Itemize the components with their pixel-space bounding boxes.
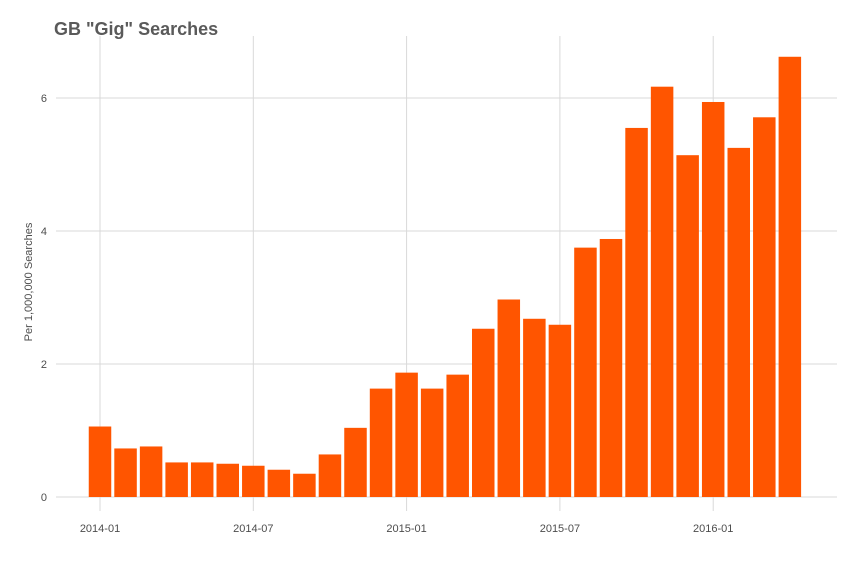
bar-2015-10: [625, 127, 648, 498]
bar-2014-01: [88, 426, 112, 497]
bar-2014-10: [318, 454, 342, 497]
bar-2015-06: [523, 318, 546, 497]
bar-2015-04: [472, 328, 495, 497]
bar-2015-07: [548, 324, 572, 497]
bar-2014-09: [293, 473, 316, 497]
bar-2015-01: [395, 372, 418, 497]
bar-2015-11: [650, 86, 674, 497]
bar-2014-07: [242, 465, 265, 497]
bar-2014-11: [344, 427, 367, 497]
bar-2015-02: [420, 388, 444, 497]
bar-2014-02: [114, 448, 137, 497]
x-tick-label: 2016-01: [693, 523, 733, 535]
bar-2016-03: [753, 117, 776, 497]
bar-2014-12: [369, 388, 393, 497]
bar-2014-06: [216, 463, 239, 497]
y-axis-label: Per 1,000,000 Searches: [23, 222, 35, 341]
bar-2014-05: [190, 462, 214, 497]
bar-2014-08: [267, 469, 291, 497]
bar-2015-03: [446, 374, 469, 497]
bar-2015-08: [574, 247, 597, 498]
x-tick-label: 2014-01: [80, 523, 120, 535]
chart-title: GB "Gig" Searches: [54, 19, 219, 39]
bar-2016-02: [727, 147, 750, 498]
bar-2014-03: [139, 446, 163, 497]
y-tick-label: 4: [41, 226, 47, 238]
y-tick-label: 0: [41, 492, 47, 504]
bar-2015-12: [676, 155, 699, 497]
x-tick-label: 2014-07: [233, 523, 273, 535]
bar-2015-09: [599, 238, 623, 498]
bar-2016-04: [778, 56, 802, 498]
y-tick-label: 6: [41, 93, 47, 105]
tick-labels: 0 2 4 6 2014-01 2014-07 2015-01 2015-07 2016-01: [41, 93, 734, 535]
bars: [88, 56, 802, 498]
y-tick-label: 2: [41, 359, 47, 371]
bar-2016-01: [701, 101, 725, 498]
x-tick-label: 2015-07: [540, 523, 580, 535]
x-tick-label: 2015-01: [386, 523, 426, 535]
bar-2015-05: [497, 299, 521, 497]
bar-2014-04: [165, 462, 188, 497]
